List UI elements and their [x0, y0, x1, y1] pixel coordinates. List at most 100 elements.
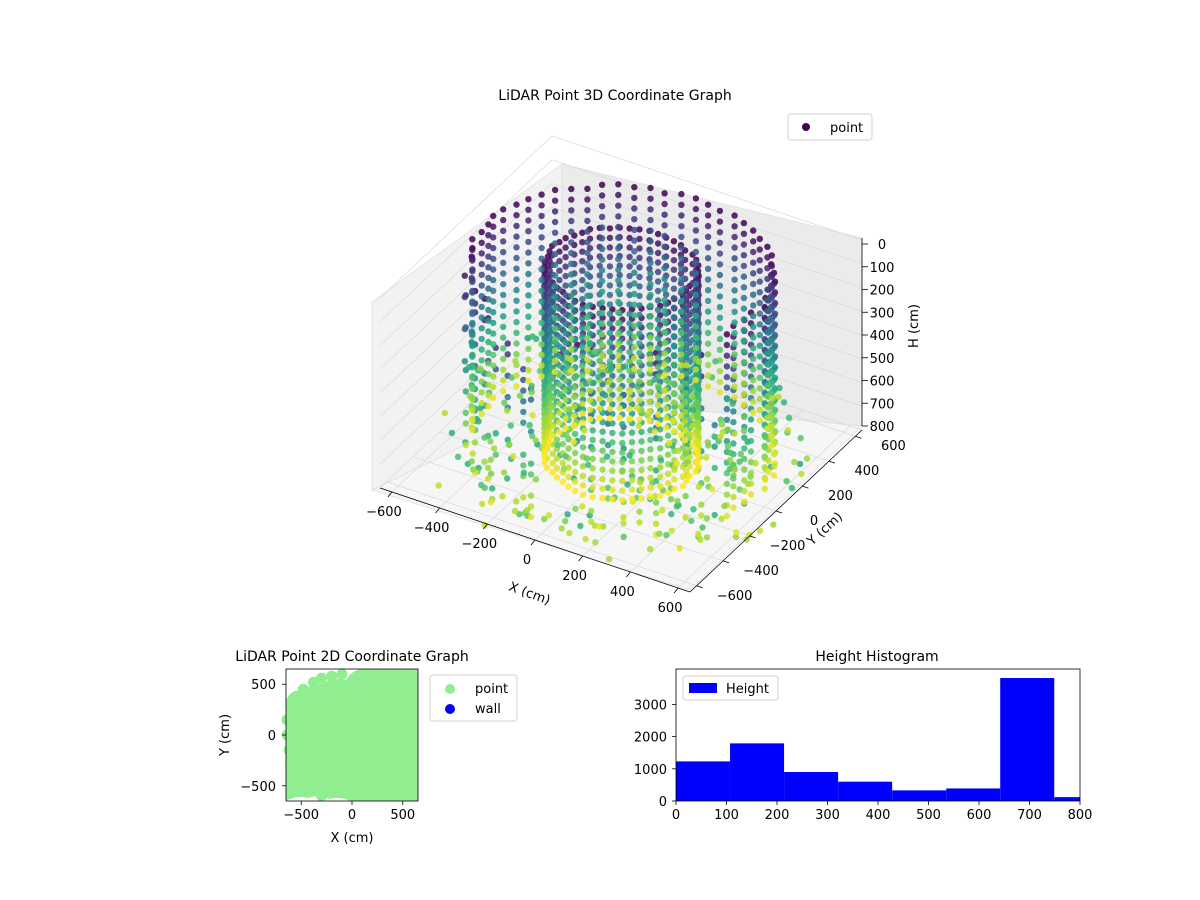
point-3d — [492, 451, 499, 458]
point-3d — [548, 385, 556, 392]
legend-2d-wall-marker — [445, 704, 455, 714]
point-3d — [631, 194, 638, 202]
point-3d — [756, 278, 763, 285]
point-3d — [704, 439, 712, 446]
point-3d — [677, 394, 685, 401]
legend-2d-wall-label: wall — [475, 702, 501, 717]
histogram-x-tick-label: 300 — [815, 808, 840, 823]
point-3d — [740, 284, 748, 291]
point-3d — [703, 534, 711, 541]
point-3d — [615, 245, 622, 252]
z-tick-label-3d: 800 — [870, 420, 895, 435]
point-3d — [538, 191, 545, 198]
x-tick-label-3d: −200 — [461, 537, 497, 552]
point-3d — [586, 397, 594, 404]
point-3d — [571, 422, 578, 429]
point-2d — [283, 744, 295, 756]
point-3d — [606, 348, 614, 356]
point-3d — [568, 207, 575, 214]
point-3d — [485, 328, 492, 335]
point-3d — [661, 222, 668, 229]
point-3d — [716, 389, 724, 396]
point-3d — [695, 463, 702, 470]
point-3d — [741, 445, 748, 452]
histogram-bar — [1000, 678, 1055, 801]
point-3d — [568, 185, 575, 193]
legend-histogram-swatch — [689, 683, 717, 693]
point-3d — [541, 381, 548, 389]
point-3d — [538, 362, 545, 369]
point-3d — [692, 280, 700, 288]
point-3d — [548, 432, 556, 440]
point-3d — [636, 292, 643, 300]
point-3d — [678, 340, 685, 347]
point-3d — [615, 352, 622, 359]
point-3d — [478, 239, 485, 246]
point-3d — [584, 356, 591, 363]
scatter-3d-chart: LiDAR Point 3D Coordinate Graph −600 −400… — [366, 88, 922, 616]
point-cloud-3d — [435, 181, 811, 563]
point-3d — [606, 301, 614, 308]
point-3d — [562, 377, 569, 384]
point-3d — [727, 456, 734, 464]
point-3d — [647, 465, 654, 472]
point-3d — [606, 339, 614, 346]
histogram-bar — [730, 743, 785, 801]
point-3d — [527, 396, 535, 403]
point-3d — [598, 288, 606, 295]
point-3d — [490, 266, 497, 273]
point-3d — [651, 376, 659, 383]
point-3d — [731, 329, 738, 337]
point-3d — [520, 451, 527, 458]
point-3d — [541, 453, 548, 461]
point-3d — [724, 426, 732, 433]
point-3d — [694, 457, 702, 465]
point-3d — [756, 299, 763, 307]
point-3d — [500, 259, 507, 266]
point-3d — [551, 197, 559, 204]
point-3d — [462, 420, 469, 427]
point-3d — [579, 324, 586, 331]
point-3d — [448, 429, 456, 437]
point-3d — [579, 410, 586, 417]
point-3d — [525, 217, 532, 224]
point-3d — [695, 530, 702, 537]
point-3d — [697, 536, 704, 543]
point-3d — [796, 460, 804, 468]
point-3d — [634, 383, 641, 390]
x-tick-3d — [578, 555, 584, 562]
point-3d — [485, 317, 492, 324]
point-3d — [682, 492, 689, 500]
point-3d — [596, 395, 603, 403]
point-3d — [616, 385, 623, 393]
point-2d — [285, 759, 297, 771]
point-3d — [636, 368, 643, 376]
histogram-x-tick-label: 800 — [1068, 808, 1093, 823]
point-3d — [523, 507, 531, 514]
point-3d — [741, 498, 748, 505]
point-3d — [589, 493, 596, 501]
point-3d — [670, 257, 678, 264]
point-3d — [647, 493, 654, 500]
point-3d — [520, 376, 527, 384]
point-3d — [596, 405, 603, 412]
point-3d — [525, 228, 532, 235]
point-3d — [500, 377, 507, 384]
point-3d — [756, 257, 763, 264]
point-3d — [590, 379, 597, 387]
point-3d — [520, 462, 527, 469]
point-3d — [784, 427, 792, 434]
histogram-x-tick-label: 400 — [866, 808, 891, 823]
point-3d — [606, 291, 614, 299]
y-axis-label-2d: Y (cm) — [218, 714, 233, 757]
x-tick-label-3d: −400 — [414, 521, 450, 536]
point-3d — [481, 484, 488, 491]
point-3d — [661, 286, 668, 293]
point-3d — [541, 410, 548, 417]
point-3d — [626, 396, 633, 403]
point-3d — [598, 203, 606, 210]
chart-2d-title: LiDAR Point 2D Coordinate Graph — [235, 649, 468, 665]
point-3d — [682, 514, 689, 521]
point-3d — [525, 196, 532, 203]
point-3d — [677, 424, 684, 431]
